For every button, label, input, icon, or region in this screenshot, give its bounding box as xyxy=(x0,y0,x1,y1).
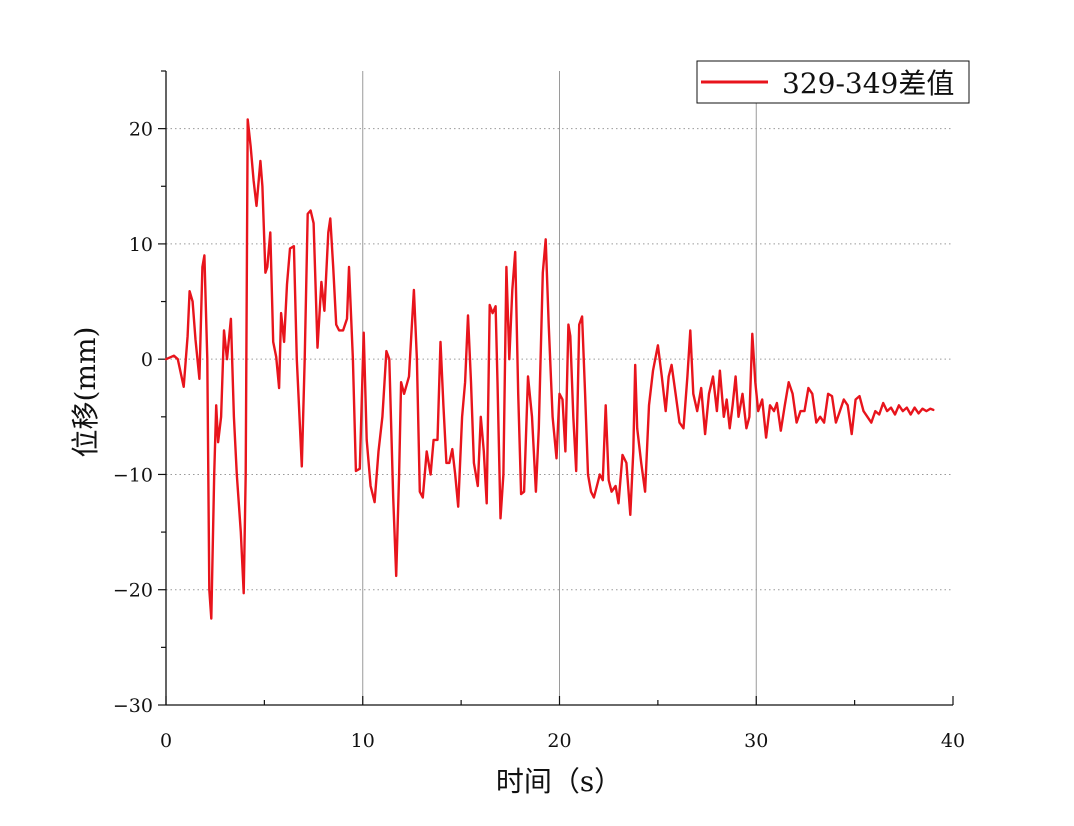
y-axis-title: 位移(mm) xyxy=(69,327,102,458)
y-tick-label: 0 xyxy=(141,349,153,371)
y-tick-label: 10 xyxy=(129,234,153,256)
y-tick-label: 20 xyxy=(129,119,153,141)
legend-label: 329-349差值 xyxy=(782,67,954,100)
y-tick-label: −30 xyxy=(113,695,153,717)
legend: 329-349差值 xyxy=(696,60,970,104)
series-layer xyxy=(164,118,935,620)
y-tick-label: −10 xyxy=(113,464,153,486)
x-axis-title: 时间（s） xyxy=(496,765,622,798)
series-line xyxy=(164,118,935,620)
x-tick-label: 20 xyxy=(547,730,571,752)
grid xyxy=(166,71,953,705)
x-tick-label: 0 xyxy=(160,730,172,752)
x-tick-label: 40 xyxy=(941,730,965,752)
ticks: −30 −20 −10 0 10 20 0 10 20 30 40 xyxy=(113,70,965,752)
x-tick-label: 10 xyxy=(351,730,375,752)
y-tick-label: −20 xyxy=(113,580,153,602)
x-tick-label: 30 xyxy=(744,730,768,752)
